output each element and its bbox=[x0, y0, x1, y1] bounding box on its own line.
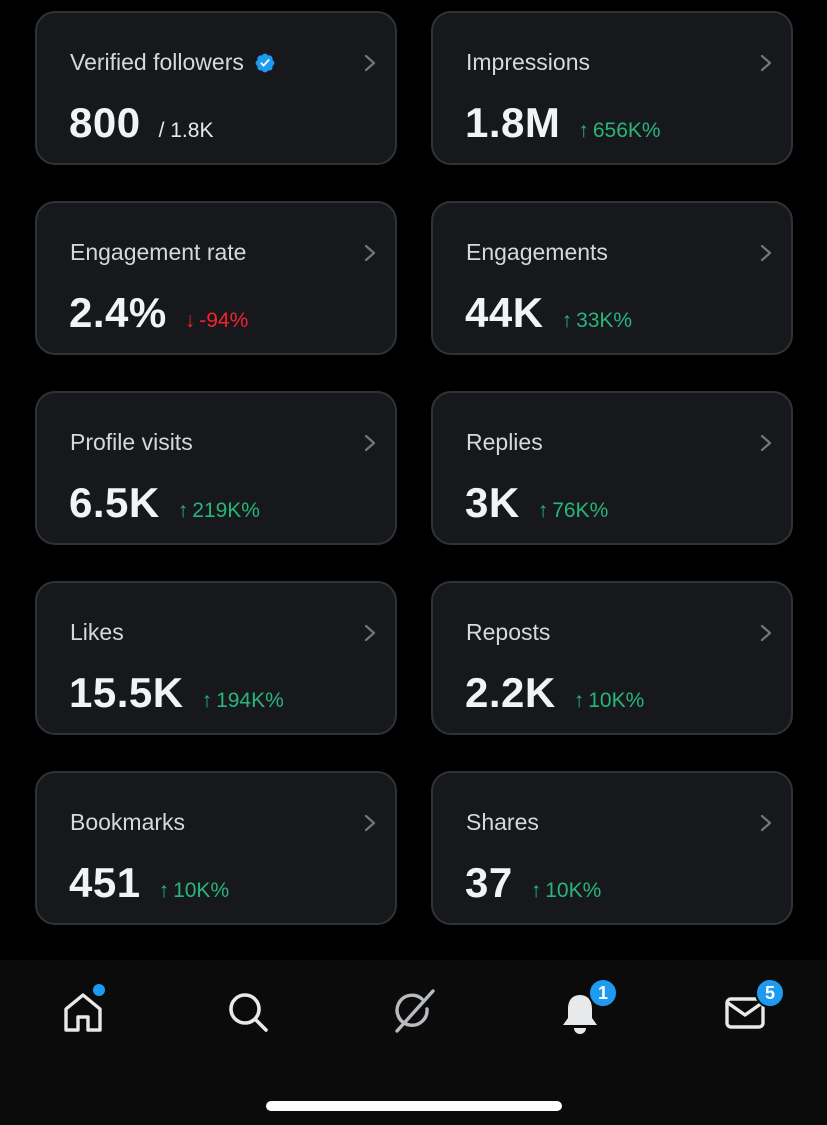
arrow-up-icon: ↑ bbox=[177, 499, 189, 522]
metric-card-profile-visits[interactable]: Profile visits 6.5K ↑ 219K% bbox=[35, 391, 397, 545]
tab-notifications[interactable]: 1 bbox=[552, 978, 618, 1040]
arrow-up-icon: ↑ bbox=[530, 879, 542, 902]
chevron-right-icon bbox=[364, 624, 376, 642]
chevron-right-icon bbox=[364, 54, 376, 72]
metric-card-impressions[interactable]: Impressions 1.8M ↑ 656K% bbox=[431, 11, 793, 165]
chevron-right-icon bbox=[364, 434, 376, 452]
metric-delta-text: 219K% bbox=[192, 499, 260, 522]
metric-label: Likes bbox=[70, 619, 124, 645]
metric-card-likes[interactable]: Likes 15.5K ↑ 194K% bbox=[35, 581, 397, 735]
arrow-up-icon: ↑ bbox=[537, 499, 549, 522]
metric-value-row: 451 ↑ 10K% bbox=[69, 859, 229, 907]
metric-value-row: 6.5K ↑ 219K% bbox=[69, 479, 260, 527]
metric-value-row: 37 ↑ 10K% bbox=[465, 859, 601, 907]
metric-value-row: 44K ↑ 33K% bbox=[465, 289, 632, 337]
chevron-right-icon bbox=[760, 54, 772, 72]
metric-label: Reposts bbox=[466, 619, 551, 645]
metric-card-bookmarks[interactable]: Bookmarks 451 ↑ 10K% bbox=[35, 771, 397, 925]
metric-value: 44K bbox=[465, 289, 544, 336]
arrow-up-icon: ↑ bbox=[158, 879, 170, 902]
mail-icon bbox=[725, 997, 765, 1029]
metric-card-engagement-rate[interactable]: Engagement rate 2.4% ↓ -94% bbox=[35, 201, 397, 355]
metric-delta-text: 194K% bbox=[216, 689, 284, 712]
chevron-right-icon bbox=[760, 814, 772, 832]
search-icon bbox=[229, 993, 268, 1032]
metric-delta-text: 10K% bbox=[588, 689, 645, 712]
metric-label: Impressions bbox=[466, 49, 590, 75]
metric-delta-text: 656K% bbox=[592, 119, 661, 142]
arrow-up-icon: ↑ bbox=[561, 309, 573, 332]
home-icon bbox=[64, 993, 102, 1032]
metric-label: Profile visits bbox=[70, 429, 193, 455]
metric-delta: ↑ 656K% bbox=[578, 119, 660, 143]
metric-label-text: Verified followers bbox=[70, 49, 244, 75]
metric-delta-text: -94% bbox=[199, 309, 249, 332]
verified-badge-icon bbox=[255, 53, 275, 72]
metric-value: 2.2K bbox=[465, 669, 556, 716]
metric-value-row: 2.2K ↑ 10K% bbox=[465, 669, 644, 717]
metric-value-row: 1.8M ↑ 656K% bbox=[465, 99, 661, 147]
messages-badge: 5 bbox=[755, 978, 785, 1008]
metric-delta-text: 33K% bbox=[576, 309, 633, 332]
metric-label: Verified followers bbox=[70, 49, 276, 76]
metric-value: 6.5K bbox=[69, 479, 160, 526]
arrow-down-icon: ↓ bbox=[184, 309, 196, 332]
metric-delta: ↑ 33K% bbox=[562, 309, 633, 333]
metric-delta: ↑ 76K% bbox=[538, 499, 609, 523]
home-indicator[interactable] bbox=[266, 1101, 562, 1111]
notifications-badge: 1 bbox=[588, 978, 618, 1008]
metric-value: 1.8M bbox=[465, 99, 561, 146]
chevron-right-icon bbox=[364, 244, 376, 262]
metric-label: Engagements bbox=[466, 239, 608, 265]
metric-value: 37 bbox=[465, 859, 513, 906]
metric-value-row: 800 / 1.8K bbox=[69, 99, 213, 147]
metric-card-shares[interactable]: Shares 37 ↑ 10K% bbox=[431, 771, 793, 925]
metric-card-verified-followers[interactable]: Verified followers 800 / 1.8K bbox=[35, 11, 397, 165]
tab-search[interactable] bbox=[220, 984, 276, 1040]
chevron-right-icon bbox=[364, 814, 376, 832]
metric-card-replies[interactable]: Replies 3K ↑ 76K% bbox=[431, 391, 793, 545]
metric-delta-text: 10K% bbox=[545, 879, 602, 902]
metric-delta: ↑ 10K% bbox=[531, 879, 602, 903]
metric-delta: ↑ 219K% bbox=[178, 499, 260, 523]
grok-icon bbox=[395, 989, 435, 1033]
chevron-right-icon bbox=[760, 244, 772, 262]
metric-value: 15.5K bbox=[69, 669, 184, 716]
metric-delta-text: 76K% bbox=[552, 499, 609, 522]
arrow-up-icon: ↑ bbox=[578, 119, 589, 142]
metric-delta-text: 10K% bbox=[173, 879, 230, 902]
metric-value: 451 bbox=[69, 859, 141, 906]
metric-delta: ↑ 194K% bbox=[202, 689, 284, 713]
metric-value: 3K bbox=[465, 479, 520, 526]
metric-value: 2.4% bbox=[69, 289, 167, 336]
bottom-tab-bar: 1 5 bbox=[0, 960, 827, 1125]
metric-delta: ↑ 10K% bbox=[159, 879, 230, 903]
tab-grok[interactable] bbox=[386, 984, 442, 1040]
metric-value-row: 3K ↑ 76K% bbox=[465, 479, 608, 527]
tab-home[interactable] bbox=[55, 984, 111, 1040]
metric-card-reposts[interactable]: Reposts 2.2K ↑ 10K% bbox=[431, 581, 793, 735]
metric-label: Engagement rate bbox=[70, 239, 247, 265]
metric-delta: ↑ 10K% bbox=[574, 689, 645, 713]
tab-messages[interactable]: 5 bbox=[717, 978, 785, 1040]
metric-value: 800 bbox=[69, 99, 141, 146]
metric-delta: ↓ -94% bbox=[185, 309, 249, 333]
chevron-right-icon bbox=[760, 434, 772, 452]
bell-icon bbox=[563, 995, 597, 1034]
metric-total: / 1.8K bbox=[158, 119, 214, 142]
arrow-up-icon: ↑ bbox=[573, 689, 585, 712]
metric-value-row: 2.4% ↓ -94% bbox=[69, 289, 248, 337]
metric-label: Replies bbox=[466, 429, 543, 455]
metric-label: Shares bbox=[466, 809, 539, 835]
metric-value-row: 15.5K ↑ 194K% bbox=[69, 669, 284, 717]
chevron-right-icon bbox=[760, 624, 772, 642]
arrow-up-icon: ↑ bbox=[201, 689, 213, 712]
metric-label: Bookmarks bbox=[70, 809, 186, 835]
metric-card-engagements[interactable]: Engagements 44K ↑ 33K% bbox=[431, 201, 793, 355]
home-notification-dot bbox=[93, 984, 105, 996]
